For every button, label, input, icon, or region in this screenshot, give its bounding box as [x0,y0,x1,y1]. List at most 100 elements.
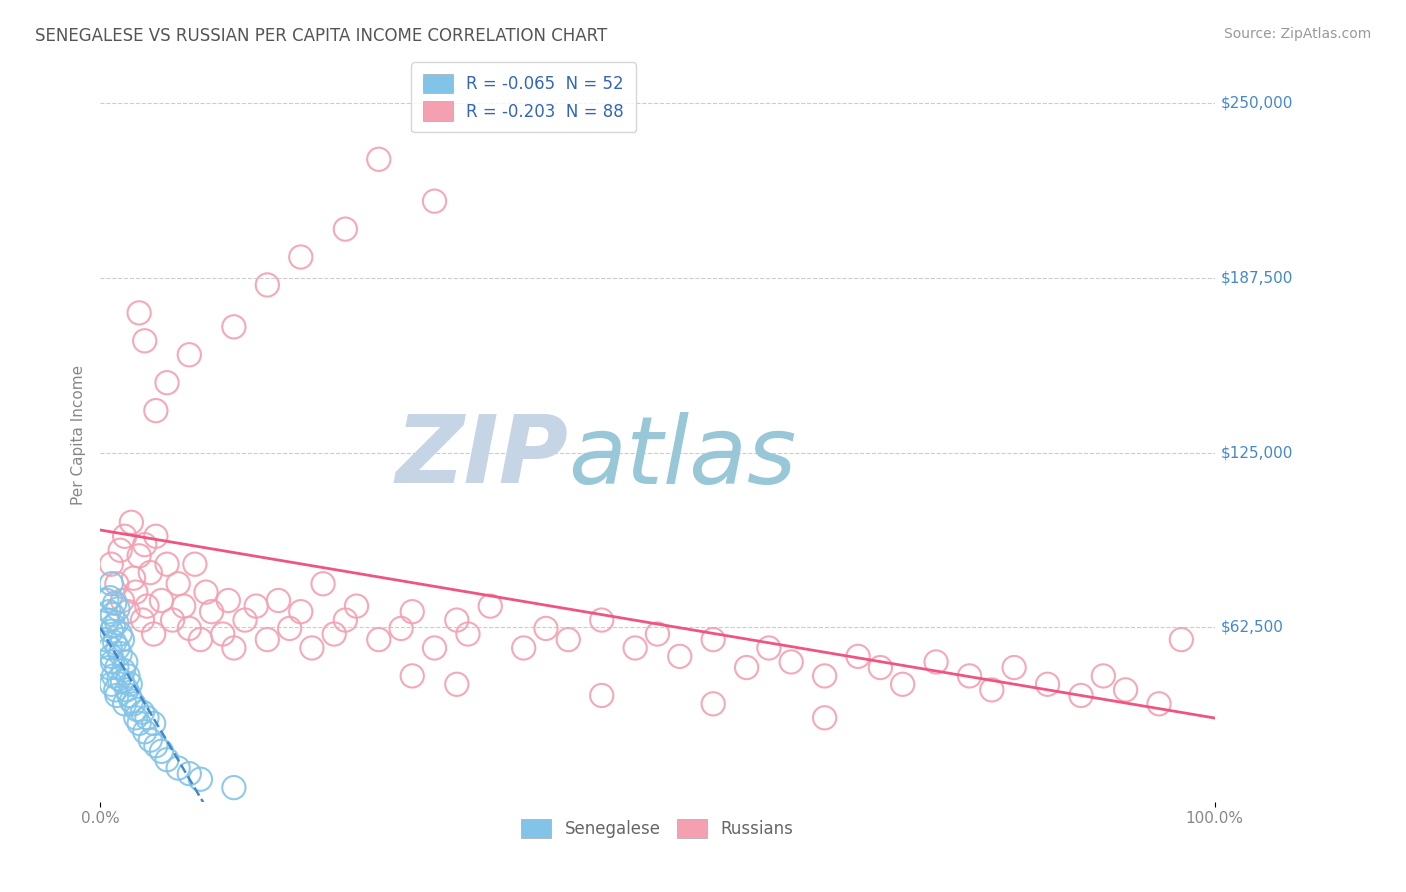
Legend: Senegalese, Russians: Senegalese, Russians [515,812,800,845]
Point [335,222,357,236]
Point [702,697,724,711]
Text: SENEGALESE VS RUSSIAN PER CAPITA INCOME CORRELATION CHART: SENEGALESE VS RUSSIAN PER CAPITA INCOME … [35,27,607,45]
Point [446,677,468,691]
Point [1092,669,1115,683]
Point [167,761,190,775]
Text: $62,500: $62,500 [1220,620,1284,634]
Point [233,613,256,627]
Point [108,627,131,641]
Point [758,640,780,655]
Point [256,632,278,647]
Point [112,663,135,677]
Point [211,627,233,641]
Point [104,596,127,610]
Point [142,627,165,641]
Point [100,576,122,591]
Point [647,627,669,641]
Point [179,622,201,636]
Point [190,632,212,647]
Point [120,694,142,708]
Point [145,739,167,753]
Point [591,689,613,703]
Point [323,627,346,641]
Point [100,624,122,639]
Point [94,632,117,647]
Point [96,593,118,607]
Point [100,677,122,691]
Point [301,640,323,655]
Point [125,702,148,716]
Point [1115,682,1137,697]
Point [105,576,128,591]
Point [117,669,139,683]
Point [479,599,502,613]
Point [131,705,153,719]
Point [105,660,128,674]
Point [111,632,134,647]
Point [814,669,837,683]
Point [222,780,245,795]
Point [115,682,138,697]
Point [156,376,179,390]
Point [1002,660,1025,674]
Point [446,613,468,627]
Point [891,677,914,691]
Point [156,558,179,572]
Point [290,250,312,264]
Point [128,549,150,563]
Point [702,632,724,647]
Point [401,605,423,619]
Point [145,403,167,417]
Point [179,766,201,780]
Point [367,153,389,167]
Point [1170,632,1192,647]
Text: $187,500: $187,500 [1220,270,1292,285]
Point [105,689,128,703]
Point [139,566,162,580]
Point [245,599,267,613]
Point [108,543,131,558]
Point [256,277,278,292]
Point [103,669,125,683]
Text: $125,000: $125,000 [1220,445,1292,460]
Point [457,627,479,641]
Point [401,669,423,683]
Point [591,613,613,627]
Point [114,529,136,543]
Text: $250,000: $250,000 [1220,96,1292,111]
Point [150,593,173,607]
Point [925,655,948,669]
Point [111,593,134,607]
Point [128,306,150,320]
Point [100,558,122,572]
Point [103,618,125,632]
Point [150,744,173,758]
Point [179,348,201,362]
Point [122,571,145,585]
Point [128,716,150,731]
Point [959,669,981,683]
Point [125,711,148,725]
Point [512,640,534,655]
Point [104,635,127,649]
Point [101,607,124,622]
Point [846,649,869,664]
Point [278,622,301,636]
Point [120,516,142,530]
Point [101,655,124,669]
Text: ZIP: ZIP [395,411,568,503]
Point [167,576,190,591]
Point [346,599,368,613]
Point [869,660,891,674]
Point [184,558,207,572]
Point [557,632,579,647]
Point [1147,697,1170,711]
Point [134,538,156,552]
Point [117,605,139,619]
Point [114,655,136,669]
Point [98,640,121,655]
Point [100,649,122,664]
Point [814,711,837,725]
Text: atlas: atlas [568,411,797,502]
Point [134,724,156,739]
